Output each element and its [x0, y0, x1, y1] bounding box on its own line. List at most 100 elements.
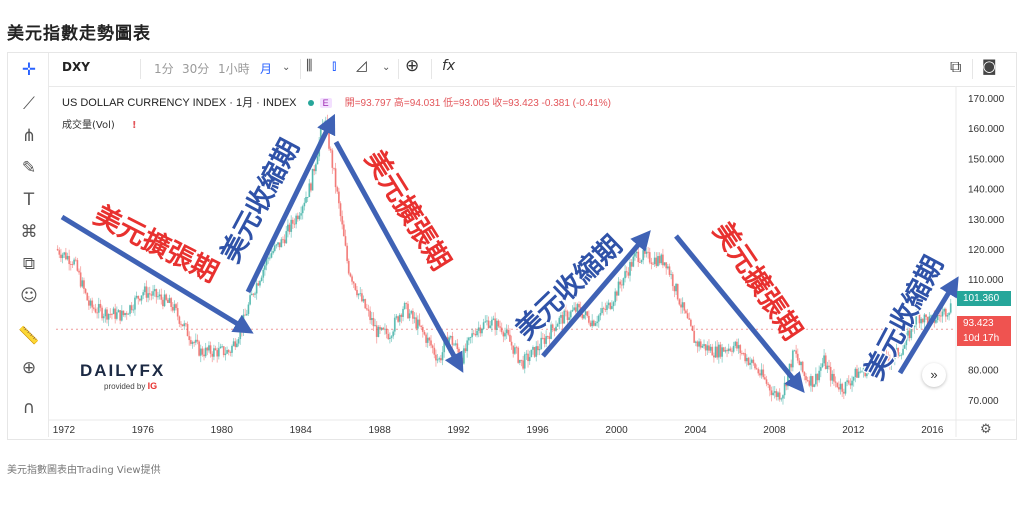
- external-link-icon[interactable]: ⧉: [950, 57, 962, 76]
- candle-body: [104, 309, 107, 317]
- candle-body: [912, 325, 914, 328]
- candle-body: [596, 321, 599, 324]
- candle-body: [913, 324, 916, 328]
- candle-body: [275, 244, 278, 246]
- candle-body: [665, 262, 668, 269]
- crosshair-icon[interactable]: ✛: [21, 60, 37, 80]
- candle-body: [142, 292, 145, 296]
- candle-body: [813, 384, 816, 387]
- candle-body: [143, 286, 146, 293]
- candle-body: [650, 262, 653, 264]
- magnet-icon[interactable]: ∩: [22, 398, 36, 418]
- brush-icon[interactable]: ✎: [21, 158, 37, 178]
- candle-body: [568, 317, 571, 321]
- candle-body: [518, 359, 521, 363]
- pattern-icon[interactable]: ⌘: [20, 222, 38, 242]
- text-tool-icon[interactable]: T: [23, 190, 35, 210]
- candlestick-icon[interactable]: ⫾: [332, 58, 337, 74]
- candle-body: [430, 340, 432, 346]
- area-chart-icon[interactable]: ◿: [356, 58, 367, 74]
- candle-body: [875, 362, 878, 373]
- price-tick-label: 140.000: [968, 185, 1005, 196]
- interval-30m[interactable]: 30分: [182, 62, 210, 76]
- candle-body: [214, 348, 217, 351]
- candle-body: [237, 339, 240, 344]
- chevron-down-icon[interactable]: ⌄: [282, 62, 291, 73]
- candle-body: [370, 317, 373, 321]
- interval-1h[interactable]: 1小時: [218, 62, 250, 76]
- candle-body: [668, 266, 671, 275]
- candle-body: [87, 300, 90, 306]
- zoom-in-icon[interactable]: ⊕: [21, 358, 37, 378]
- candle-body: [257, 283, 260, 286]
- candle-body: [208, 345, 210, 351]
- candle-body: [861, 371, 863, 373]
- compare-add-icon[interactable]: ⊕: [405, 56, 420, 76]
- candle-body: [106, 309, 108, 320]
- candle-body: [120, 310, 123, 321]
- emoji-icon[interactable]: ☺: [20, 286, 38, 306]
- candle-body: [615, 291, 618, 296]
- candle-body: [324, 120, 327, 123]
- candle-body: [625, 271, 628, 273]
- candle-body: [349, 273, 352, 277]
- candle-body: [819, 367, 822, 371]
- candle-body: [581, 313, 584, 319]
- candle-body: [193, 342, 196, 343]
- candle-body: [201, 348, 204, 355]
- candle-body: [540, 337, 543, 350]
- scroll-to-realtime-button[interactable]: »: [922, 363, 946, 387]
- chevron-down-icon[interactable]: ⌄: [382, 62, 391, 73]
- candle-body: [407, 303, 409, 319]
- trendline-icon[interactable]: ⟋: [23, 94, 35, 114]
- candle-body: [249, 295, 251, 305]
- candle-body: [119, 310, 122, 321]
- candle-body: [884, 355, 886, 366]
- candle-body: [548, 336, 551, 339]
- candle-body: [477, 327, 480, 331]
- trend-arrow: [897, 276, 959, 375]
- candle-body: [311, 168, 314, 191]
- indicators-fx-icon[interactable]: fx: [442, 58, 456, 74]
- candle-body: [737, 345, 740, 349]
- bar-chart-icon[interactable]: ⫼: [306, 58, 313, 74]
- interval-1m[interactable]: 1分: [154, 62, 174, 76]
- candle-body: [431, 345, 434, 348]
- candle-body: [231, 345, 233, 353]
- logo-sub: provided by: [104, 382, 146, 391]
- candle-body: [499, 326, 501, 328]
- candle-body: [351, 276, 353, 282]
- candle-body: [76, 260, 79, 271]
- interval-month[interactable]: 月: [260, 62, 273, 76]
- candle-body: [729, 348, 732, 351]
- candle-body: [490, 319, 493, 326]
- candle-body: [211, 353, 214, 357]
- candle-body: [785, 382, 788, 387]
- candle-body: [217, 348, 220, 357]
- pitchfork-icon[interactable]: ⋔: [21, 126, 37, 146]
- candle-body: [384, 328, 386, 330]
- symbol-search[interactable]: DXY: [62, 60, 90, 74]
- candle-body: [829, 366, 832, 381]
- candle-body: [367, 309, 370, 311]
- candle-body: [522, 360, 525, 369]
- candle-body: [189, 340, 192, 344]
- candle-body: [652, 263, 654, 265]
- candle-body: [935, 319, 937, 323]
- candle-body: [566, 311, 569, 321]
- candle-body: [589, 322, 592, 327]
- candle-body: [132, 309, 135, 311]
- candle-body: [462, 348, 465, 364]
- price-tag-last: 93.423: [957, 316, 1011, 331]
- ruler-icon[interactable]: 📏: [18, 326, 40, 346]
- candle-body: [862, 365, 865, 372]
- candle-body: [171, 306, 174, 311]
- candle-body: [255, 283, 258, 294]
- candle-body: [635, 251, 638, 254]
- prediction-icon[interactable]: ⧉: [22, 254, 36, 274]
- candle-body: [796, 353, 799, 361]
- camera-icon[interactable]: ◙: [982, 57, 997, 75]
- candle-body: [657, 256, 659, 266]
- candle-body: [155, 289, 158, 298]
